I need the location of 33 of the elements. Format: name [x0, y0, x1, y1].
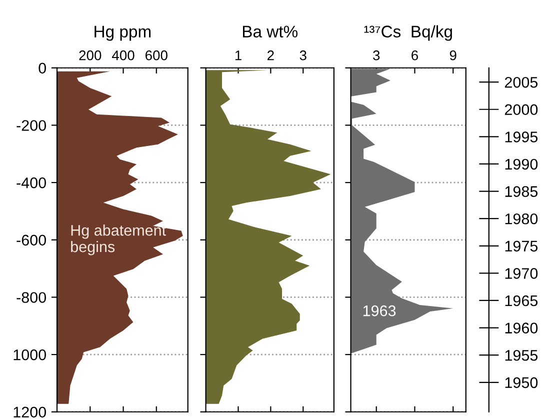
x-tick-label: 2 [268, 50, 274, 60]
x-tick-label: 1 [235, 50, 242, 60]
chart-title: Hg ppm [94, 26, 151, 41]
text: 1980 [505, 213, 538, 224]
x-tick-label: 200 [79, 50, 102, 60]
text: 1955 [505, 350, 538, 361]
x-tick-label: 3 [300, 50, 306, 60]
annotation: 1963 [363, 305, 396, 316]
text: 1975 [505, 240, 538, 252]
text: 1950 [505, 377, 538, 388]
chart-title: Ba wt% [242, 26, 298, 38]
y-tick-label: 0 [38, 62, 46, 74]
text: 1990 [505, 158, 538, 170]
y-tick-label: -400 [16, 177, 46, 188]
y-tick-label: -200 [16, 120, 46, 131]
y-tick-label: 1200 [14, 406, 46, 418]
y-tick-label: 1000 [14, 349, 46, 360]
x-tick-label: 9 [450, 50, 456, 60]
y-tick-label: -600 [16, 234, 46, 246]
text: 2000 [504, 104, 538, 116]
y-tick-label: -800 [16, 292, 46, 303]
text: 1985 [505, 186, 538, 197]
x-tick-label: 400 [112, 50, 134, 60]
text: 1960 [505, 322, 538, 334]
annotation: Hg abatement begins [71, 224, 166, 256]
x-tick-label: 6 [412, 50, 418, 60]
text: 1970 [505, 268, 538, 279]
x-tick-label: 3 [373, 50, 380, 60]
text: 1995 [505, 132, 538, 142]
x-tick-label: 600 [146, 50, 168, 60]
text: 2005 [504, 76, 538, 88]
chart-title: ¹³⁷Cs Bq/kg [364, 25, 452, 41]
text: 1965 [505, 295, 538, 306]
